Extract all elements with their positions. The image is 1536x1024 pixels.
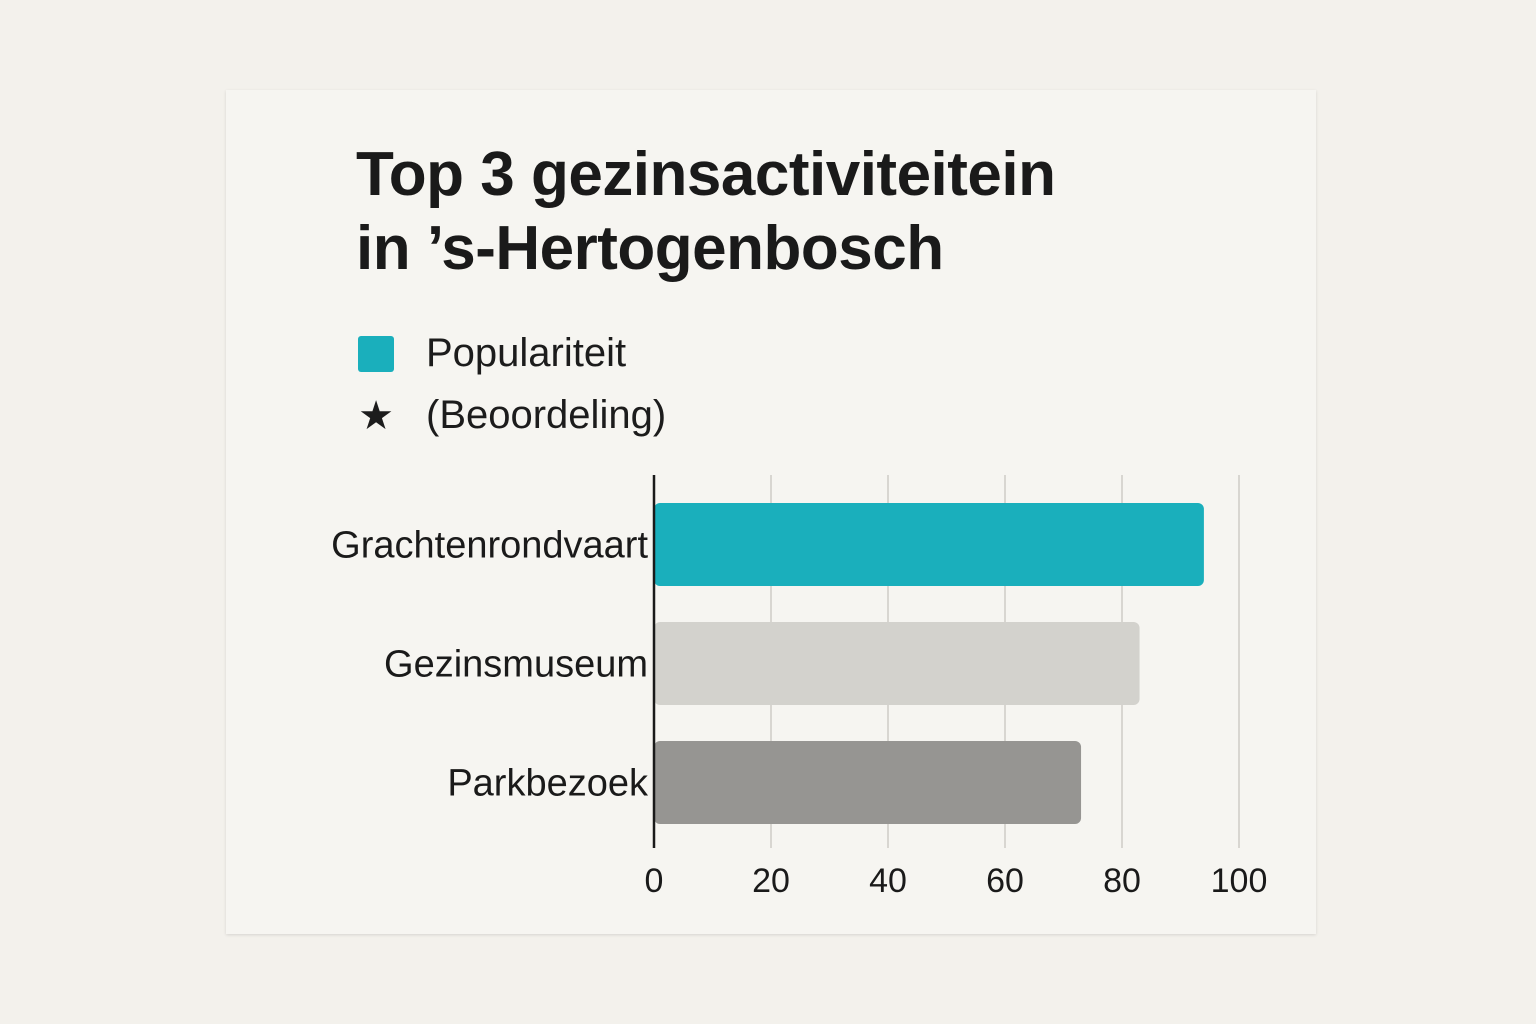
bar-parkbezoek: [654, 741, 1082, 824]
bar-gezinsmuseum: [654, 622, 1140, 705]
x-tick-label: 80: [1103, 862, 1141, 900]
x-tick-label: 60: [986, 862, 1024, 900]
category-label: Parkbezoek: [447, 763, 649, 805]
legend-item-rating: ★ (Beoordeling): [358, 393, 666, 438]
legend-label: (Beoordeling): [426, 393, 667, 437]
legend-item-popularity: Populariteit: [358, 331, 626, 376]
chart-title: Top 3 gezinsactiviteitein in ’s-Hertogenb…: [356, 140, 1056, 283]
category-label: Gezinsmuseum: [384, 644, 648, 686]
legend-label: Populariteit: [426, 331, 627, 375]
category-label: Grachtenrondvaart: [331, 525, 648, 567]
bar-grachtenrondvaart: [654, 503, 1204, 586]
star-icon: ★: [358, 393, 394, 438]
x-tick-label: 0: [645, 862, 664, 900]
x-tick-label: 20: [752, 862, 790, 900]
legend-swatch: [358, 335, 394, 372]
x-tick-label: 100: [1211, 862, 1268, 900]
x-tick-label: 40: [869, 862, 907, 900]
